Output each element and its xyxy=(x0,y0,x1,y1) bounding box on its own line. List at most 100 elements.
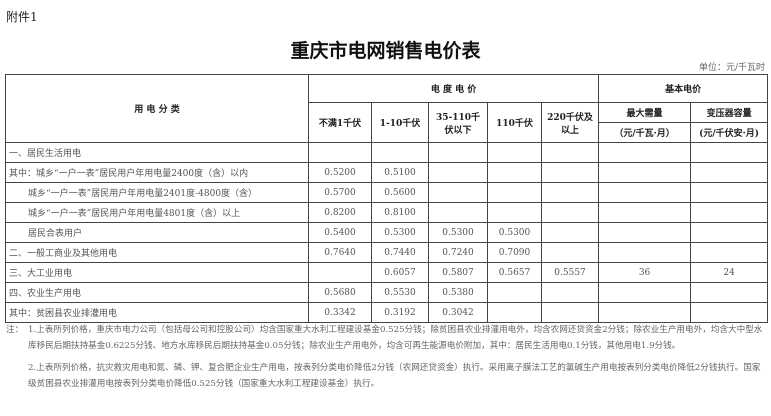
price-cell: 0.7440 xyxy=(371,242,429,263)
table-row: 居民合表用户 0.5400 0.5300 0.5300 0.5300 xyxy=(5,222,769,243)
price-cell xyxy=(598,302,692,323)
price-cell xyxy=(690,182,769,203)
price-cell xyxy=(487,142,542,163)
notes: 注： 1.上表所列价格，重庆市电力公司（包括母公司和控股公司）均含国家重大水利工程… xyxy=(6,322,766,398)
price-cell xyxy=(487,302,542,323)
price-cell xyxy=(690,302,769,323)
price-cell: 0.5680 xyxy=(308,282,372,303)
price-cell xyxy=(598,162,692,183)
max-demand-header: 最大需量 xyxy=(598,102,692,123)
price-cell: 36 xyxy=(598,262,692,283)
notes-label: 注： xyxy=(6,325,24,335)
table-row: 一、居民生活用电 xyxy=(5,142,769,163)
price-cell xyxy=(428,202,488,223)
price-cell xyxy=(487,182,542,203)
price-cell: 0.5300 xyxy=(371,222,429,243)
price-cell xyxy=(690,142,769,163)
price-cell: 0.5700 xyxy=(308,182,372,203)
max-demand-unit: （元/千瓦·月） xyxy=(598,122,692,143)
price-cell xyxy=(487,162,542,183)
price-cell: 0.7640 xyxy=(308,242,372,263)
row-label: 二、一般工商业及其他用电 xyxy=(5,242,309,263)
price-cell xyxy=(540,142,600,163)
price-cell xyxy=(598,242,692,263)
row-label: 其中：城乡“一户一表”居民用户年用电量2400度（含）以内 xyxy=(5,162,309,183)
note-2: 2.上表所列价格，抗灾救灾用电和氮、磷、钾、复合肥企业生产用电，按表列分类电价降… xyxy=(28,363,761,389)
price-cell xyxy=(540,242,600,263)
price-cell: 0.8200 xyxy=(308,202,372,223)
price-cell xyxy=(690,222,769,243)
row-label: 城乡“一户一表”居民用户年用电量2401度-4800度（含） xyxy=(5,182,309,203)
price-cell: 0.3192 xyxy=(371,302,429,323)
price-cell xyxy=(598,182,692,203)
price-cell: 0.5530 xyxy=(371,282,429,303)
price-cell: 0.5400 xyxy=(308,222,372,243)
price-cell xyxy=(308,262,372,283)
price-cell xyxy=(598,142,692,163)
price-table: 用 电 分 类 电 度 电 价 基本电价 不满1千伏 1-10千伏 35-110… xyxy=(5,74,769,323)
row-label: 其中：贫困县农业排灌用电 xyxy=(5,302,309,323)
basic-price-header: 基本电价 xyxy=(598,74,769,103)
price-cell: 24 xyxy=(690,262,769,283)
price-cell: 0.7090 xyxy=(487,242,542,263)
price-cell xyxy=(487,202,542,223)
price-cell: 0.8100 xyxy=(371,202,429,223)
energy-price-header: 电 度 电 价 xyxy=(307,74,600,103)
price-cell: 0.5200 xyxy=(308,162,372,183)
col-header: 220千伏及以上 xyxy=(540,102,600,143)
price-cell xyxy=(540,202,600,223)
price-cell: 0.5807 xyxy=(428,262,488,283)
price-cell xyxy=(598,282,692,303)
price-cell xyxy=(428,162,488,183)
table-row: 其中：城乡“一户一表”居民用户年用电量2400度（含）以内 0.5200 0.510… xyxy=(5,162,769,183)
price-cell xyxy=(308,142,372,163)
table-row: 城乡“一户一表”居民用户年用电量4801度（含）以上 0.8200 0.8100 xyxy=(5,202,769,223)
price-cell xyxy=(690,202,769,223)
row-label: 三、大工业用电 xyxy=(5,262,309,283)
row-label: 居民合表用户 xyxy=(5,222,309,243)
row-label: 城乡“一户一表”居民用户年用电量4801度（含）以上 xyxy=(5,202,309,223)
price-cell xyxy=(487,282,542,303)
price-cell: 0.5557 xyxy=(540,262,600,283)
price-cell: 0.5100 xyxy=(371,162,429,183)
price-cell: 0.3042 xyxy=(428,302,488,323)
price-cell xyxy=(598,222,692,243)
price-cell: 0.5657 xyxy=(487,262,542,283)
price-cell xyxy=(428,182,488,203)
row-label: 四、农业生产用电 xyxy=(5,282,309,303)
category-header: 用 电 分 类 xyxy=(5,74,309,143)
price-cell xyxy=(428,142,488,163)
price-cell xyxy=(540,282,600,303)
price-cell: 0.3342 xyxy=(308,302,372,323)
row-label: 一、居民生活用电 xyxy=(5,142,309,163)
attachment-label: 附件1 xyxy=(6,10,38,24)
transformer-unit: (元/千伏安·月) xyxy=(690,122,769,143)
transformer-header: 变压器容量 xyxy=(690,102,769,123)
page-title: 重庆市电网销售电价表 xyxy=(290,40,481,62)
col-header: 1-10千伏 xyxy=(371,102,429,143)
price-cell xyxy=(690,282,769,303)
price-cell: 0.7240 xyxy=(428,242,488,263)
price-cell: 0.5380 xyxy=(428,282,488,303)
table-row: 二、一般工商业及其他用电 0.7640 0.7440 0.7240 0.7090 xyxy=(5,242,769,263)
price-cell xyxy=(540,162,600,183)
note-1: 1.上表所列价格，重庆市电力公司（包括母公司和控股公司）均含国家重大水利工程建设… xyxy=(28,325,763,351)
price-cell: 0.5600 xyxy=(371,182,429,203)
unit-label: 单位：元/千瓦时 xyxy=(698,63,765,73)
col-header: 110千伏 xyxy=(487,102,542,143)
table-row: 城乡“一户一表”居民用户年用电量2401度-4800度（含） 0.5700 0.56… xyxy=(5,182,769,203)
price-cell xyxy=(690,162,769,183)
table-row: 三、大工业用电 0.6057 0.5807 0.5657 0.5557 36 24 xyxy=(5,262,769,283)
price-cell: 0.6057 xyxy=(371,262,429,283)
price-cell xyxy=(540,302,600,323)
col-header: 不满1千伏 xyxy=(308,102,372,143)
price-cell xyxy=(540,182,600,203)
price-cell xyxy=(540,222,600,243)
price-cell: 0.5300 xyxy=(428,222,488,243)
price-cell xyxy=(690,242,769,263)
price-cell xyxy=(371,142,429,163)
price-cell: 0.5300 xyxy=(487,222,542,243)
table-row: 四、农业生产用电 0.5680 0.5530 0.5380 xyxy=(5,282,769,303)
col-header: 35-110千伏以下 xyxy=(428,102,488,143)
price-cell xyxy=(598,202,692,223)
